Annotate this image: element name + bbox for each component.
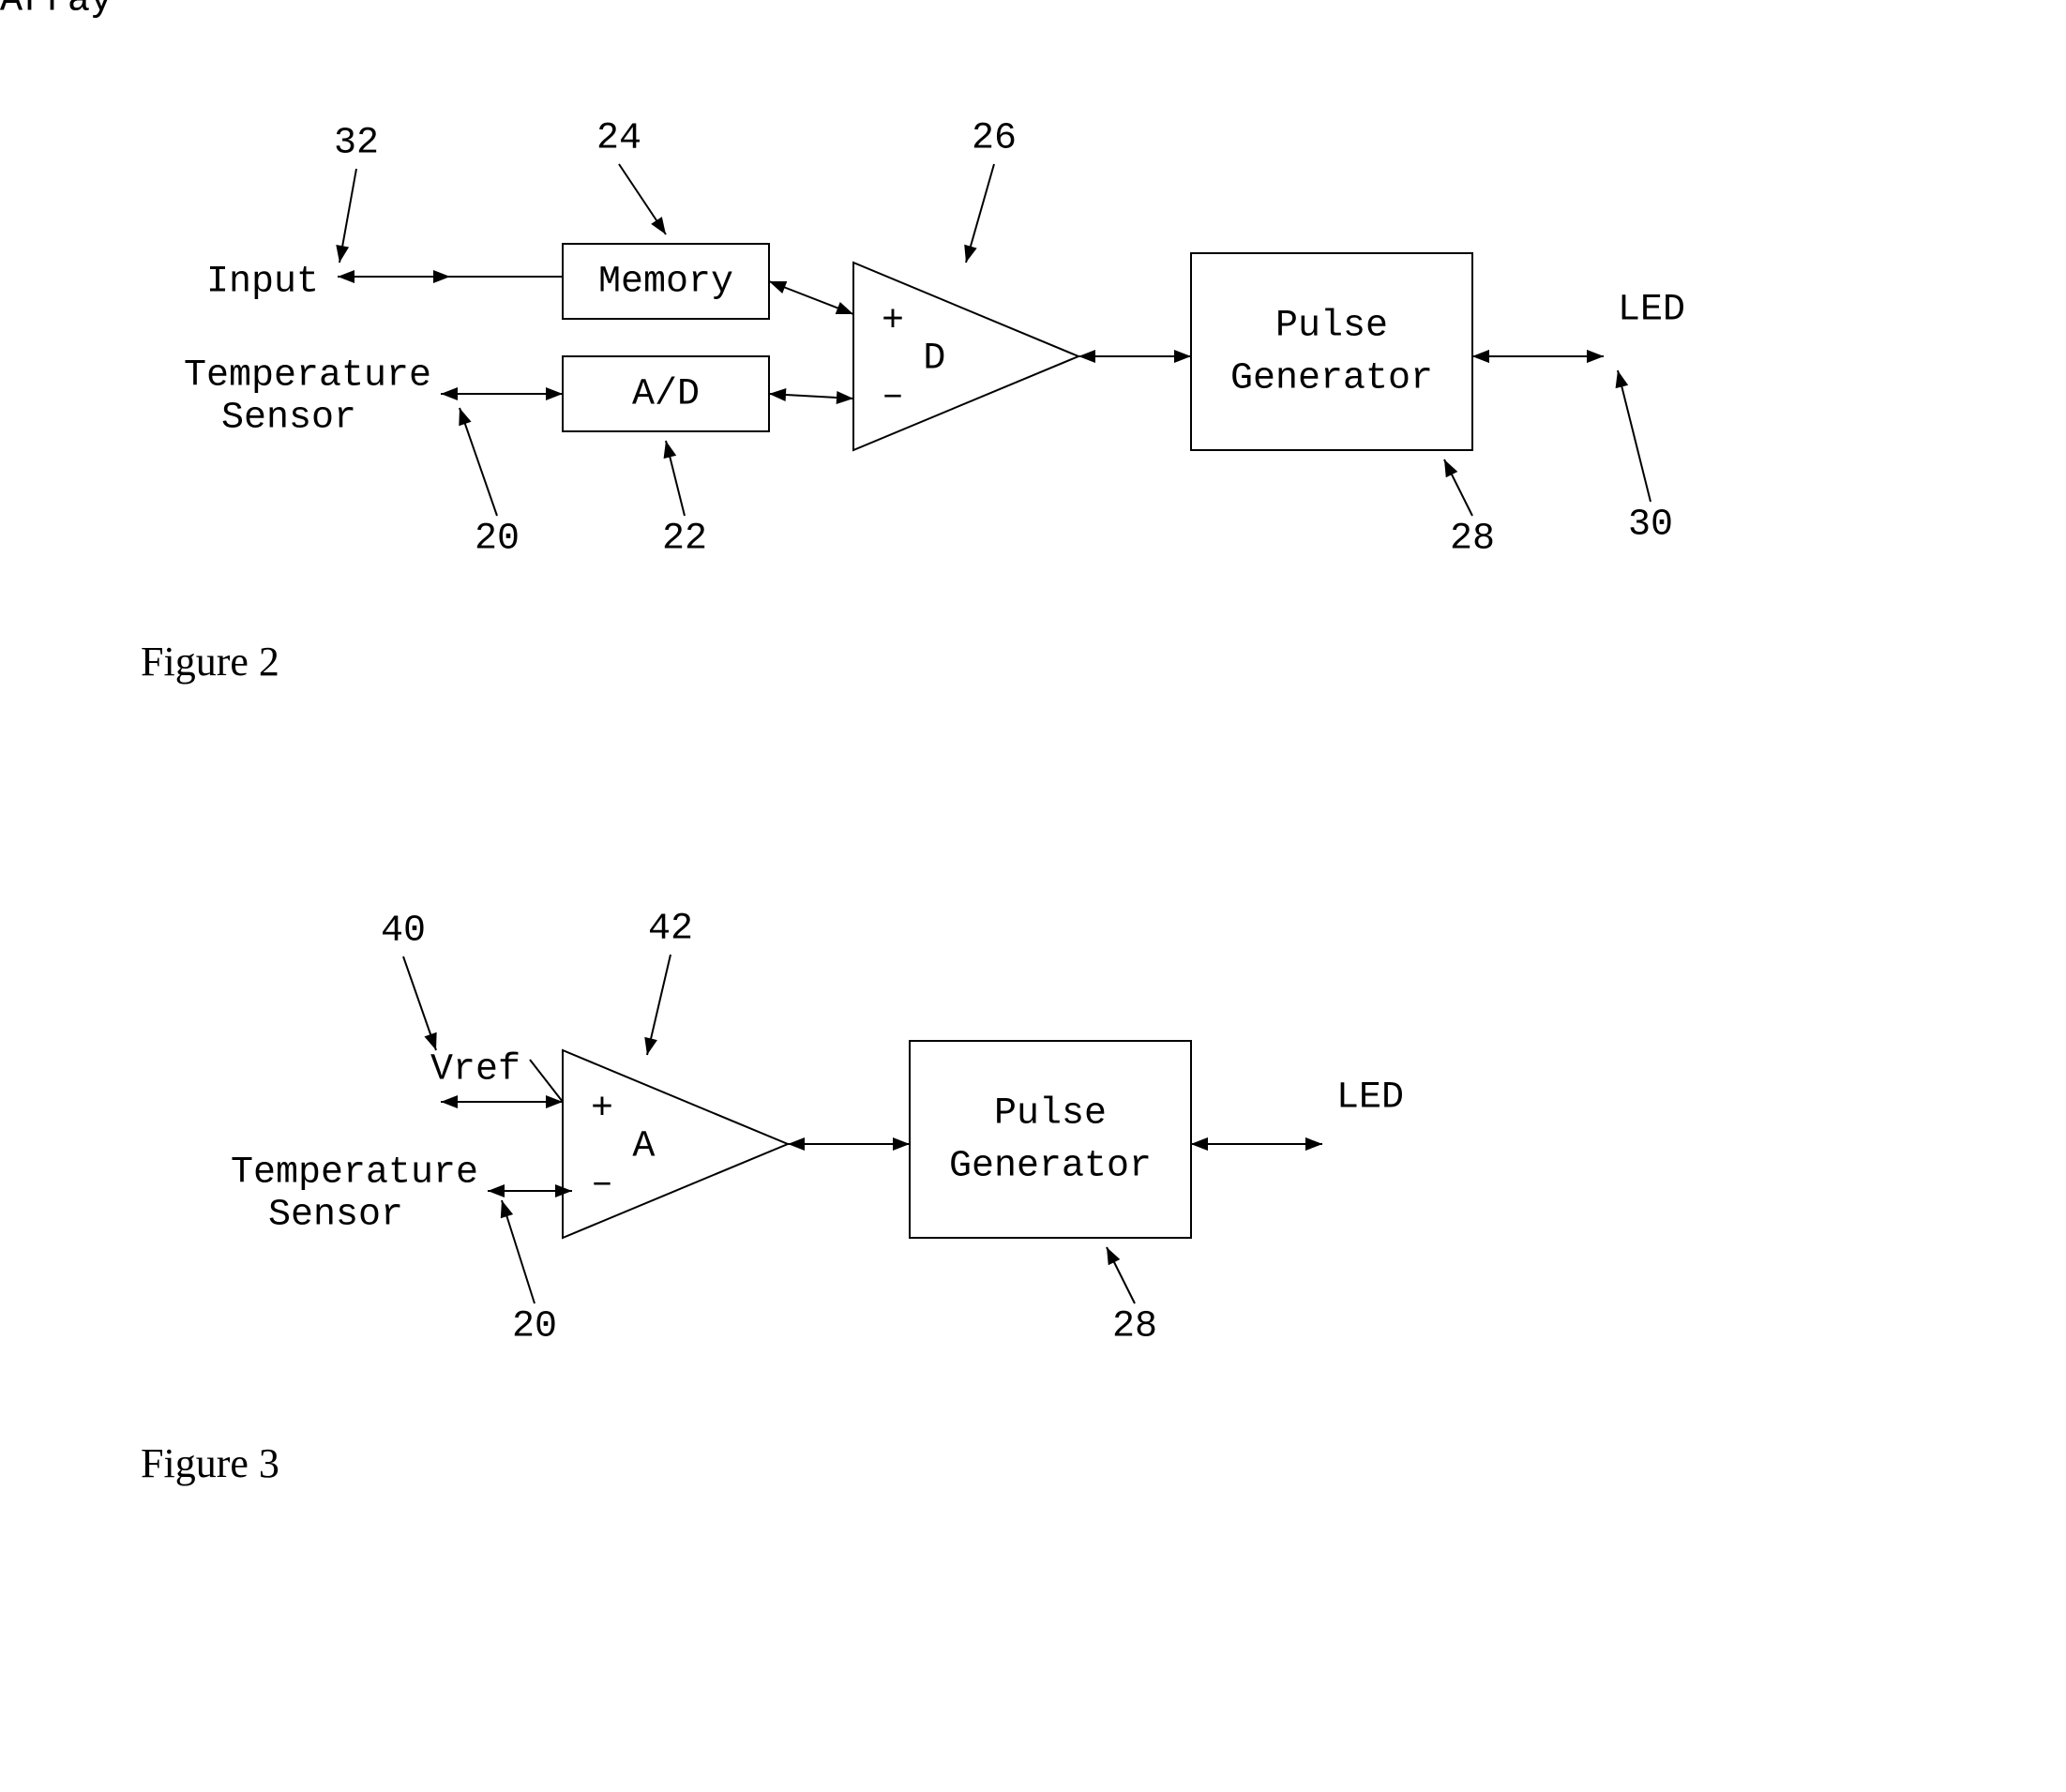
input-ref: 32 — [334, 123, 379, 165]
comparator-block-label: D — [923, 339, 945, 381]
led-array-label2: Array — [0, 0, 113, 23]
led-array-ref-arrow — [1618, 370, 1651, 502]
temperature-sensor-ref-arrow — [460, 408, 497, 516]
ad-block-label: A/D — [632, 374, 700, 416]
pulse-generator-block-label1: Pulse — [994, 1093, 1107, 1136]
pulse-generator-block-label2: Generator — [949, 1146, 1152, 1188]
temperature-sensor-label2: Sensor — [221, 398, 356, 440]
figure-3-caption: Figure 3 — [141, 1440, 279, 1486]
vref-label: Vref — [430, 1049, 520, 1092]
figure-2: Memory A/D Pulse Generator + –D Input Temperatu… — [0, 0, 1685, 685]
temperature-sensor-label1: Temperature — [184, 355, 431, 398]
comparator-ref: 42 — [648, 909, 693, 951]
input-label: Input — [206, 262, 319, 304]
comparator-block-minus: – — [882, 376, 904, 418]
comparator-block-minus: – — [591, 1164, 613, 1206]
pulse-generator-ref: 28 — [1450, 519, 1495, 561]
memory-ref: 24 — [596, 118, 641, 160]
figure-3: PulseGenerator+–ATemperatureSensorVrefLE… — [0, 0, 1404, 1486]
temperature-sensor-label2: Sensor — [268, 1195, 403, 1237]
temperature-sensor-ref: 20 — [475, 519, 520, 561]
comparator-ref: 26 — [972, 118, 1017, 160]
pulse-generator-block-label2: Generator — [1230, 358, 1433, 400]
comparator-block: + –A — [563, 1050, 788, 1238]
temperature-sensor-ref: 20 — [512, 1306, 557, 1348]
comparator-block-label: A — [632, 1126, 655, 1168]
led-array-ref: 30 — [1628, 504, 1673, 547]
comparator-block-plus: + — [591, 1089, 613, 1131]
vref-ref: 40 — [381, 911, 426, 953]
pulse-generator-block: Pulse Generator — [1191, 253, 1472, 450]
ad-block: A/D — [563, 356, 769, 431]
comparator-block: + –D — [853, 263, 1078, 450]
ad-ref: 22 — [662, 519, 707, 561]
led-array-label1: LED — [1336, 1077, 1404, 1120]
comparator-block-plus: + — [882, 301, 904, 343]
pulse-generator-block-label1: Pulse — [1275, 306, 1388, 348]
pulse-generator-ref: 28 — [1112, 1306, 1157, 1348]
temperature-sensor-label1: Temperature — [231, 1152, 478, 1195]
memory-block-label: Memory — [598, 262, 733, 304]
figure-2-caption: Figure 2 — [141, 639, 279, 685]
memory-block: Memory — [563, 244, 769, 319]
led-array-label1: LED — [1618, 290, 1685, 332]
pulse-generator-block: Pulse Generator — [910, 1041, 1191, 1238]
